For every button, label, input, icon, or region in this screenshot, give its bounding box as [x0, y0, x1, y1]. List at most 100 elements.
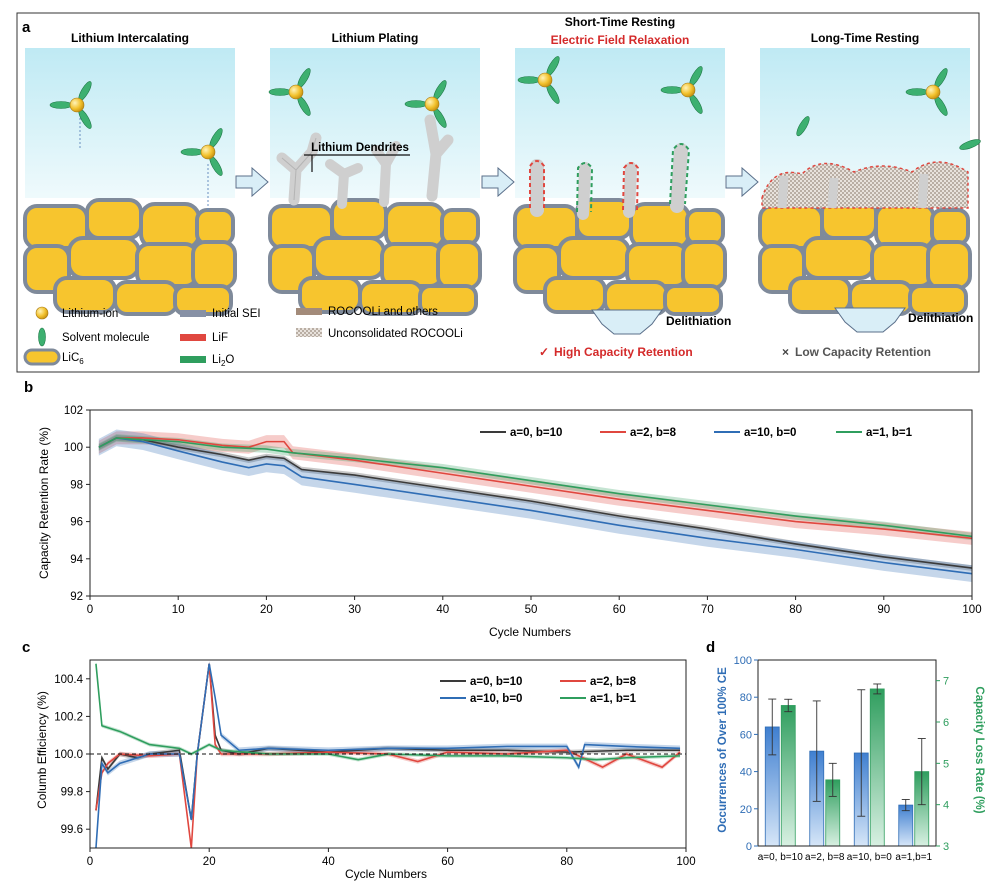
stage-intercalating: Lithium Intercalating [23, 31, 237, 316]
legend-c0: a=0, b=10 [470, 676, 522, 688]
y2-tick-label: 7 [943, 676, 949, 688]
panel-d-label: d [706, 639, 715, 656]
x-tick-label: 60 [441, 856, 454, 868]
li2o-swatch [180, 356, 206, 363]
y-tick-label: 92 [70, 591, 83, 603]
x-tick-label: 80 [560, 856, 573, 868]
x-tick-label: 20 [260, 604, 273, 616]
initial-sei-swatch [180, 310, 206, 317]
band-b-3 [98, 434, 972, 541]
legend-lif: LiF [212, 332, 228, 344]
x-tick-label: 60 [613, 604, 626, 616]
panel-c-legend: a=0, b=10 a=2, b=8 a=10, b=0 a=1, b=1 [440, 676, 637, 705]
x-tick-label: 30 [348, 604, 361, 616]
bar-over100-3 [898, 804, 914, 847]
panel-a-legend: Lithium-ion Solvent molecule LiC6 Initia… [23, 306, 463, 368]
series-line-c-2 [95, 663, 681, 848]
x-tick-label: 80 [789, 604, 802, 616]
panel-c-bands [95, 660, 681, 848]
delithiation-label: Delithiation [666, 314, 731, 328]
band-c-1 [95, 661, 681, 848]
legend-b3: a=1, b=1 [866, 427, 913, 439]
y-tick-label: 100 [734, 655, 752, 667]
y2-tick-label: 3 [943, 841, 949, 853]
y-tick-label: 0 [746, 841, 752, 853]
electrolyte-region [25, 48, 235, 198]
panel-c-ylabel: Columb Efficiency (%) [35, 691, 49, 809]
legend-c2: a=10, b=0 [470, 693, 522, 705]
stage-title: Long-Time Resting [811, 31, 919, 45]
x-tick-label: 0 [87, 856, 93, 868]
check-mark: ✓ [539, 345, 549, 359]
y-tick-label: 100 [64, 442, 83, 454]
panel-d: d a=0, b=10 a=2, b=8 a=10, b=0 a=1,b=1 0 20 40… [706, 639, 985, 863]
legend-solvent: Solvent molecule [62, 332, 150, 344]
electrolyte-region [515, 48, 725, 198]
process-arrow [235, 166, 269, 198]
panel-a: a Lithium Intercalating Lithium Dendrite… [16, 12, 982, 373]
panel-c-ticks: 0 20 40 60 80 100 99.6 99.8 100.0 100.2 100.4 [54, 674, 695, 868]
high-retention-label: High Capacity Retention [554, 345, 693, 359]
x-tick-label: 70 [701, 604, 714, 616]
panel-c-clip [95, 660, 681, 848]
panel-b-xlabel: Cycle Numbers [489, 625, 571, 639]
graphite-particles [268, 198, 482, 316]
y2-tick-label: 5 [943, 758, 949, 770]
y-tick-label: 94 [70, 554, 83, 566]
y-tick-label: 100.0 [54, 749, 83, 761]
panel-a-frame [16, 12, 980, 373]
electrolyte-region [270, 48, 480, 198]
low-retention-label: Low Capacity Retention [795, 345, 931, 359]
x-tick-label: 50 [525, 604, 538, 616]
y-tick-label: 102 [64, 405, 83, 417]
category-label: a=1,b=1 [895, 852, 932, 863]
y-tick-label: 100.4 [54, 674, 83, 686]
series-line-b-0 [98, 437, 973, 569]
panel-a-label: a [22, 19, 31, 36]
panel-c: c 0 20 40 60 80 100 99.6 99.8 100.0 100.2 100.4 Cy… [22, 639, 696, 881]
solvent-swatch [38, 327, 46, 347]
x-tick-label: 100 [676, 856, 695, 868]
panel-b-lines [98, 437, 973, 575]
y-tick-label: 99.6 [61, 824, 83, 836]
stage-long-resting: Long-Time Resting [760, 31, 982, 316]
panel-b: b 0 10 20 30 40 50 60 70 80 90 100 92 94 96 98 100 102 C… [24, 379, 982, 639]
cross-mark: × [782, 345, 789, 359]
y-tick-label: 40 [740, 767, 752, 779]
stage-short-resting: Short-Time Resting Electric Field Relaxa… [513, 15, 727, 316]
stage-title: Lithium Intercalating [71, 31, 189, 45]
legend-lic6: LiC6 [62, 352, 84, 366]
x-tick-label: 90 [877, 604, 890, 616]
y-tick-label: 96 [70, 517, 83, 529]
x-tick-label: 10 [172, 604, 185, 616]
graphite-particles [513, 198, 727, 316]
panel-d-ticks: a=0, b=10 a=2, b=8 a=10, b=0 a=1,b=1 0 20 40 60… [734, 655, 949, 863]
legend-lithium-ion: Lithium-ion [62, 308, 118, 320]
stage-plating: Lithium Dendrites Lithium Plating [268, 31, 482, 316]
process-arrow [481, 166, 515, 198]
x-tick-label: 20 [203, 856, 216, 868]
stage-title: Lithium Plating [332, 31, 419, 45]
graphite-particles [23, 198, 237, 316]
panel-d-bars [764, 683, 930, 847]
series-line-b-2 [98, 437, 973, 575]
stage-subtitle: Electric Field Relaxation [551, 33, 690, 47]
legend-b0: a=0, b=10 [510, 427, 562, 439]
panel-b-bands [98, 429, 972, 583]
y-tick-label: 98 [70, 479, 83, 491]
lic6-swatch [23, 348, 61, 366]
x-tick-label: 40 [436, 604, 449, 616]
delithiation-label: Delithiation [908, 311, 973, 325]
panel-b-legend: a=0, b=10 a=2, b=8 a=10, b=0 a=1, b=1 [480, 427, 913, 439]
lif-swatch [180, 334, 206, 341]
bar-loss-rate-0 [780, 705, 796, 847]
series-line-c-3 [95, 663, 681, 761]
y-tick-label: 99.8 [61, 787, 83, 799]
band-b-2 [98, 429, 972, 583]
legend-b2: a=10, b=0 [744, 427, 796, 439]
delithiation-arrow [591, 309, 663, 335]
dendrite-label: Lithium Dendrites [311, 142, 409, 154]
legend-c3: a=1, b=1 [590, 693, 637, 705]
panel-d-ylabel: Occurrences of Over 100% CE [717, 667, 729, 833]
